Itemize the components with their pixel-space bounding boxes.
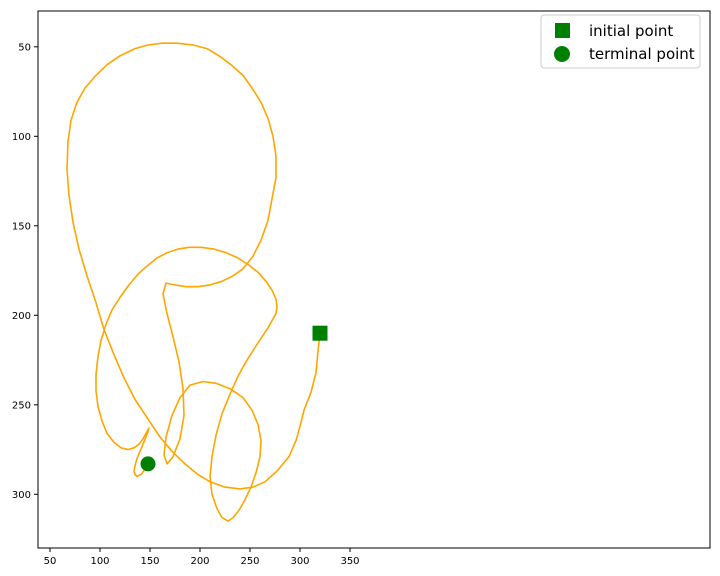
legend-terminal-label: terminal point <box>589 45 695 63</box>
legend-initial-square-icon <box>555 23 570 38</box>
x-tick-label: 150 <box>140 556 159 567</box>
y-tick-label: 200 <box>12 311 31 322</box>
x-tick-label: 300 <box>290 556 309 567</box>
legend-box <box>540 14 701 69</box>
legend-initial-label: initial point <box>589 22 673 40</box>
axes-frame <box>37 10 711 549</box>
axes: 50 100 150 200 250 300 350 50 100 150 200 250 300 <box>12 10 711 567</box>
x-tick-label: 200 <box>190 556 209 567</box>
y-tick-label: 150 <box>12 221 31 232</box>
initial-point-marker <box>312 325 328 341</box>
legend: initial point terminal point <box>540 14 701 69</box>
legend-terminal-circle-icon <box>554 46 570 62</box>
x-tick-label: 50 <box>44 556 57 567</box>
x-tick-label: 350 <box>340 556 359 567</box>
y-tick-label: 100 <box>12 132 31 143</box>
y-tick-label: 50 <box>18 42 31 53</box>
plot-area <box>66 42 328 522</box>
trajectory-line-0 <box>66 42 321 522</box>
x-tick-label: 100 <box>90 556 109 567</box>
y-tick-label: 250 <box>12 400 31 411</box>
x-tick-label: 250 <box>240 556 259 567</box>
y-tick-label: 300 <box>12 490 31 501</box>
terminal-point-marker <box>140 456 156 472</box>
